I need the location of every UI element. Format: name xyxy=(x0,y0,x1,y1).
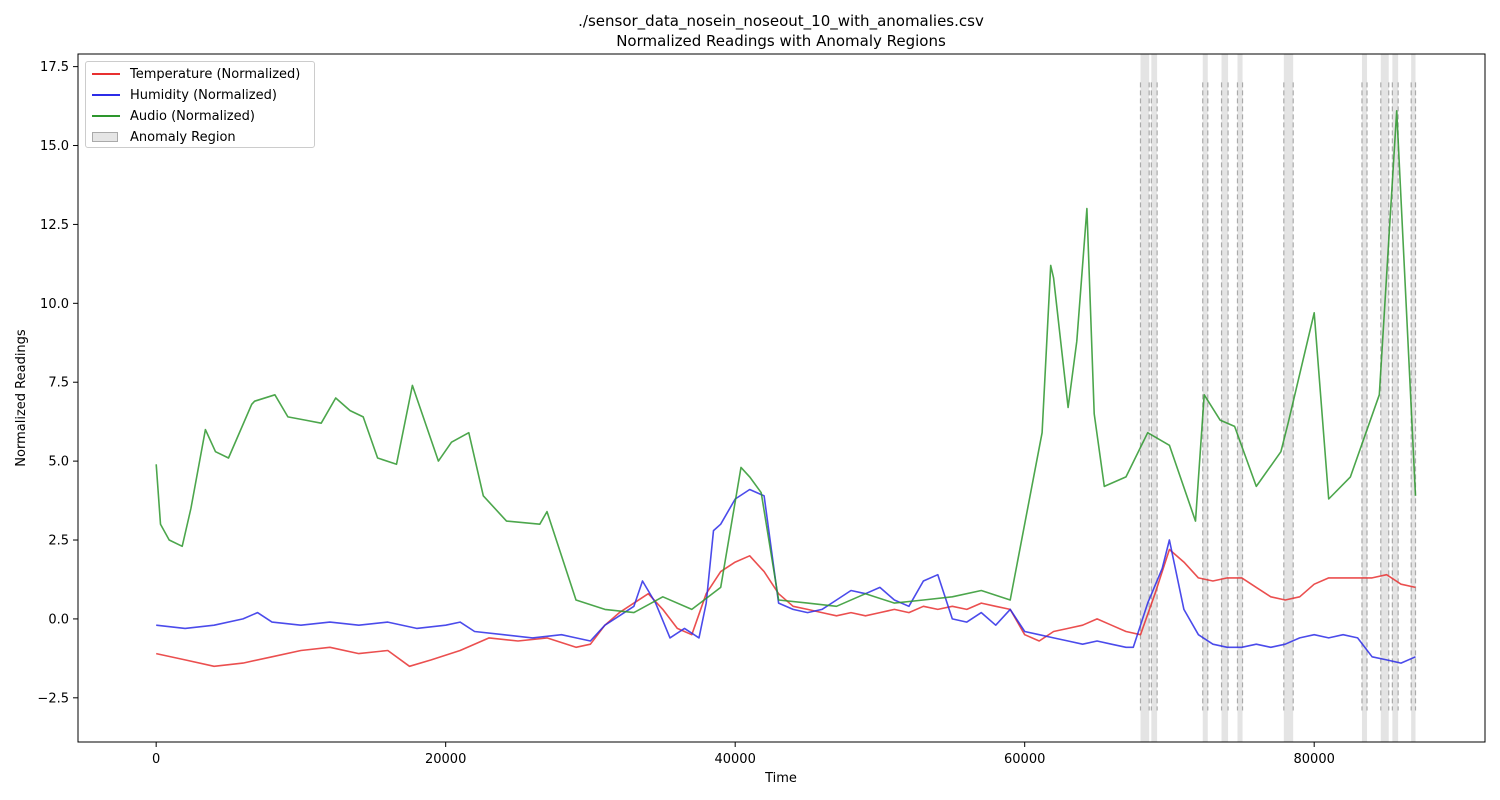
anomaly-region-4 xyxy=(1237,54,1243,742)
anomaly-region-2 xyxy=(1202,54,1208,742)
y-axis-label: Normalized Readings xyxy=(14,329,29,467)
y-tick-label: 0.0 xyxy=(48,612,69,627)
y-tick-label: 10.0 xyxy=(40,297,69,312)
x-axis-ticks: 0 20000 40000 60000 80000 xyxy=(152,742,1335,767)
legend-item-temperature: Temperature (Normalized) xyxy=(92,64,300,84)
legend-item-humidity: Humidity (Normalized) xyxy=(92,85,277,105)
y-tick-label: 7.5 xyxy=(48,376,69,391)
y-tick-label: 5.0 xyxy=(48,455,69,470)
legend: Temperature (Normalized) Humidity (Norma… xyxy=(85,61,315,148)
x-tick-label: 0 xyxy=(152,752,160,767)
anomaly-region-7 xyxy=(1380,54,1389,742)
legend-item-audio: Audio (Normalized) xyxy=(92,106,255,126)
audio-line-swatch xyxy=(92,115,120,117)
series-lines xyxy=(155,110,1417,668)
y-axis-ticks: −2.5 0.0 2.5 5.0 7.5 10.0 12.5 15.0 17.5 xyxy=(37,60,78,706)
humidity-line-swatch xyxy=(92,94,120,96)
x-axis-label: Time xyxy=(764,771,797,786)
y-tick-label: 12.5 xyxy=(40,218,69,233)
x-tick-label: 60000 xyxy=(1004,752,1045,767)
anomaly-region-swatch xyxy=(92,132,118,142)
x-tick-label: 80000 xyxy=(1294,752,1335,767)
audio-series-line xyxy=(155,110,1417,614)
anomaly-regions xyxy=(1139,54,1417,742)
temperature-line-swatch xyxy=(92,73,120,75)
legend-item-anomaly: Anomaly Region xyxy=(92,127,236,147)
y-tick-label: 17.5 xyxy=(40,60,69,75)
chart-title: ./sensor_data_nosein_noseout_10_with_ano… xyxy=(578,12,984,31)
legend-label-humidity: Humidity (Normalized) xyxy=(130,87,277,103)
chart-subtitle: Normalized Readings with Anomaly Regions xyxy=(616,32,946,50)
anomaly-region-9 xyxy=(1411,54,1416,742)
anomaly-region-3 xyxy=(1221,54,1229,742)
plot-area-frame xyxy=(77,53,1486,743)
anomaly-region-1 xyxy=(1151,54,1158,742)
legend-label-anomaly: Anomaly Region xyxy=(130,129,236,145)
y-tick-label: 15.0 xyxy=(40,139,69,154)
y-tick-label: −2.5 xyxy=(37,691,69,706)
anomaly-region-5 xyxy=(1283,54,1294,742)
anomaly-region-0 xyxy=(1140,54,1150,742)
x-tick-label: 40000 xyxy=(714,752,755,767)
y-tick-label: 2.5 xyxy=(48,534,69,549)
x-tick-label: 20000 xyxy=(425,752,466,767)
anomaly-region-6 xyxy=(1361,54,1368,742)
anomaly-region-8 xyxy=(1392,54,1399,742)
legend-label-temperature: Temperature (Normalized) xyxy=(130,66,301,82)
legend-label-audio: Audio (Normalized) xyxy=(130,108,255,124)
temperature-series-line xyxy=(156,548,1416,668)
